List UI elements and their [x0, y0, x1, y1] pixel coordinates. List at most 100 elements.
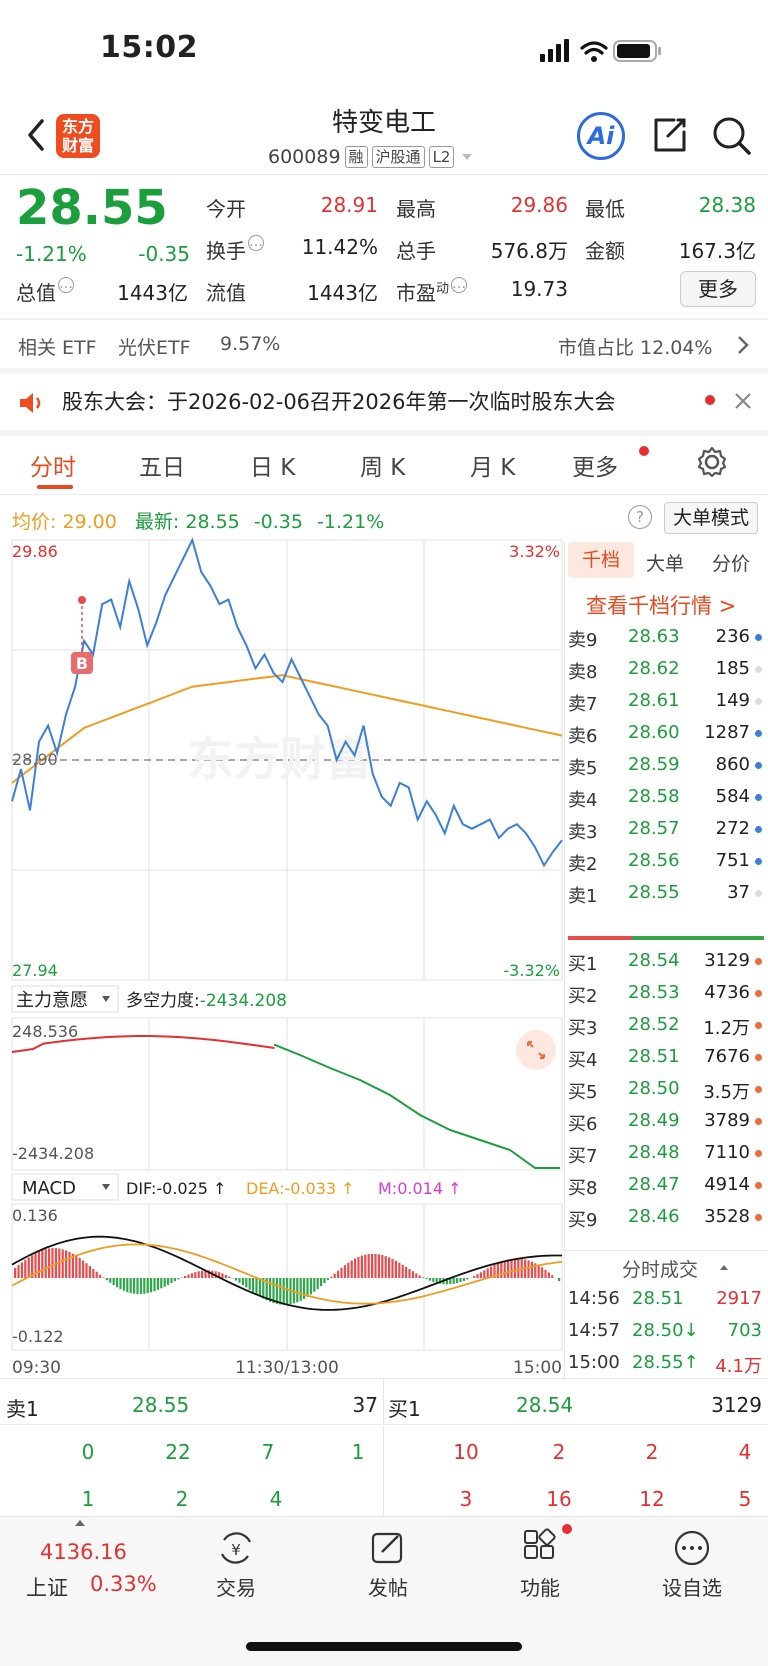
bid-price: 28.54: [628, 950, 680, 971]
bid-volume: 7110: [704, 1142, 750, 1163]
tick-volume: 4.1万: [715, 1352, 762, 1378]
ask-label: 卖2: [568, 850, 597, 876]
more-dots-icon[interactable]: [672, 1528, 712, 1568]
notice-text[interactable]: 股东大会：于2026-02-06召开2026年第一次临时股东大会: [62, 386, 615, 416]
nav-watchlist[interactable]: 设自选: [632, 1572, 752, 1601]
expand-icon[interactable]: [516, 1030, 556, 1070]
ask-price: 28.56: [628, 850, 680, 871]
home-indicator: [246, 1642, 522, 1651]
queue-order: 4: [725, 1440, 765, 1464]
ai-button[interactable]: Ai: [577, 112, 625, 160]
order-dot: [755, 730, 762, 737]
info-icon[interactable]: …: [248, 235, 264, 251]
close-icon[interactable]: [732, 390, 754, 412]
queue-order: 3: [446, 1487, 486, 1511]
etf-name[interactable]: 光伏ETF: [118, 333, 191, 360]
y-label-bottom: 27.94: [12, 961, 58, 980]
index-name[interactable]: 上证: [26, 1572, 68, 1602]
tab-big-order[interactable]: 大单: [646, 549, 684, 576]
order-dot: [755, 826, 762, 833]
market-share[interactable]: 市值占比 12.04%: [558, 333, 713, 360]
trade-icon[interactable]: ¥: [216, 1528, 256, 1568]
open-value: 28.91: [280, 193, 378, 217]
edit-icon[interactable]: [368, 1528, 408, 1568]
ask-price: 28.57: [628, 818, 680, 839]
tick-volume: 703: [728, 1320, 762, 1341]
order-dot: [755, 958, 762, 965]
ask-price: 28.62: [628, 658, 680, 679]
chevron-right-icon[interactable]: [736, 334, 750, 356]
info-icon[interactable]: …: [451, 277, 467, 293]
search-icon[interactable]: [710, 114, 754, 158]
gear-icon[interactable]: [694, 444, 730, 480]
functions-icon[interactable]: [520, 1528, 560, 1568]
bid-volume: 3.5万: [703, 1078, 750, 1104]
ask-label: 卖8: [568, 658, 597, 684]
order-dot: [755, 634, 762, 641]
ticks-title[interactable]: 分时成交: [622, 1255, 698, 1282]
index-value[interactable]: 4136.16: [40, 1540, 127, 1564]
status-time: 15:02: [100, 30, 198, 65]
share-icon[interactable]: [648, 114, 690, 156]
intraday-chart[interactable]: 东方财富 B 29.86 28.90 27.94 3.32% -3.32% 主力…: [0, 500, 564, 1380]
ask-label: 卖5: [568, 754, 597, 780]
order-dot: [755, 1054, 762, 1061]
nav-functions[interactable]: 功能: [480, 1572, 600, 1601]
volume-label: 总手: [396, 235, 436, 264]
tick-price: 28.50↓: [632, 1320, 699, 1341]
stock-code-row[interactable]: 600089 融 沪股通 L2: [268, 146, 476, 168]
bid-volume: 3129: [704, 950, 750, 971]
tab-day-k[interactable]: 日 K: [250, 448, 295, 482]
open-label: 今开: [206, 193, 246, 222]
bid-label: 买1: [568, 950, 597, 976]
tab-intraday[interactable]: 分时: [30, 448, 76, 482]
status-icons: [540, 38, 670, 64]
tab-month-k[interactable]: 月 K: [470, 448, 515, 482]
ask-label: 卖4: [568, 786, 597, 812]
tab-more[interactable]: 更多: [572, 448, 618, 482]
more-button[interactable]: 更多: [680, 271, 756, 307]
ask-volume: 1287: [704, 722, 750, 743]
tab-five-day[interactable]: 五日: [139, 448, 185, 482]
queue-order: 2: [162, 1487, 202, 1511]
svg-text:¥: ¥: [231, 1541, 241, 1559]
bid-label: 买7: [568, 1142, 597, 1168]
info-icon[interactable]: …: [58, 277, 74, 293]
order-dot: [755, 1150, 762, 1157]
nav-trade[interactable]: 交易: [176, 1572, 296, 1601]
tab-depth[interactable]: 千档: [568, 542, 634, 578]
bid-label: 买4: [568, 1046, 597, 1072]
tab-price-dist[interactable]: 分价: [712, 549, 750, 576]
tab-week-k[interactable]: 周 K: [360, 448, 405, 482]
nav-post[interactable]: 发帖: [328, 1572, 448, 1601]
bid-volume: 3528: [704, 1206, 750, 1227]
ask-price: 28.63: [628, 626, 680, 647]
etf-pct: 9.57%: [220, 333, 280, 355]
help-icon[interactable]: ?: [628, 505, 652, 529]
bottom-bid-label: 买1: [388, 1393, 421, 1422]
big-order-mode-button[interactable]: 大单模式: [664, 502, 758, 534]
current-price: 28.55: [16, 180, 168, 236]
ask-label: 卖9: [568, 626, 597, 652]
bid-row[interactable]: 买1 28.54 3129: [568, 946, 764, 978]
depth-link[interactable]: 查看千档行情 >: [586, 590, 736, 620]
functions-dot: [562, 1524, 572, 1534]
